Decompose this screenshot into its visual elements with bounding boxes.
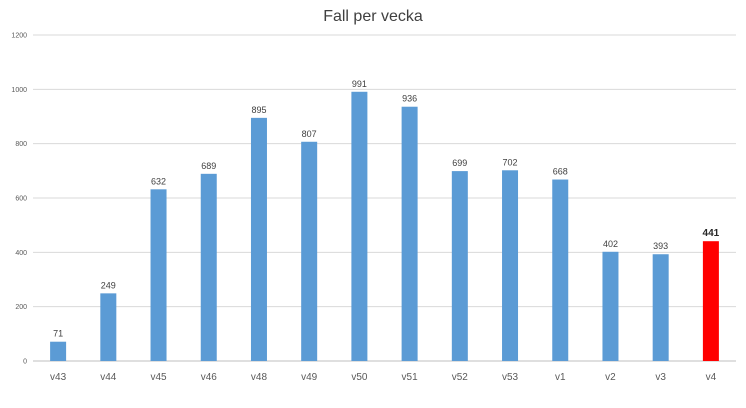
bar xyxy=(351,91,368,362)
x-tick-label: v49 xyxy=(301,372,318,383)
y-tick-label: 400 xyxy=(15,250,27,257)
bar xyxy=(200,173,217,361)
x-tick-label: v2 xyxy=(605,372,616,383)
x-tick-label: v3 xyxy=(655,372,666,383)
x-tick-label: v51 xyxy=(402,372,419,383)
data-label: 71 xyxy=(53,329,63,339)
bar xyxy=(451,171,468,361)
y-tick-label: 1200 xyxy=(11,33,27,40)
data-label: 632 xyxy=(151,176,166,186)
x-tick-label: v45 xyxy=(150,372,167,383)
data-label: 807 xyxy=(302,129,317,139)
data-label: 936 xyxy=(402,94,417,104)
x-axis-ticks: v43 v44 v45 v46 v48 v49 v50 v51 v52 v53 v1 v2 v3 v4 xyxy=(50,372,717,383)
bar xyxy=(301,141,318,361)
x-tick-label: v50 xyxy=(351,372,368,383)
bar xyxy=(502,170,519,361)
y-tick-label: 800 xyxy=(15,141,27,148)
data-label: 402 xyxy=(603,239,618,249)
x-tick-label: v46 xyxy=(201,372,218,383)
bar xyxy=(602,251,619,361)
bar xyxy=(150,189,167,361)
data-label: 441 xyxy=(703,228,720,239)
x-tick-label: v53 xyxy=(502,372,519,383)
bar xyxy=(401,106,418,361)
y-tick-label: 200 xyxy=(15,304,27,311)
y-tick-label: 600 xyxy=(15,196,27,203)
gridlines xyxy=(33,34,736,362)
x-tick-label: v1 xyxy=(555,372,566,383)
data-label: 393 xyxy=(653,241,668,251)
chart-title: Fall per vecka xyxy=(323,8,423,25)
data-label: 689 xyxy=(201,161,216,171)
data-label: 702 xyxy=(503,157,518,167)
bar xyxy=(250,117,267,361)
x-tick-label: v43 xyxy=(50,372,67,383)
y-axis-ticks: 0 200 400 600 800 1000 1200 xyxy=(11,33,27,366)
bar xyxy=(100,293,117,361)
data-labels: 71 249 632 689 895 807 991 936 699 702 668 402 393 44… xyxy=(53,79,720,339)
x-tick-label: v52 xyxy=(452,372,469,383)
data-label: 699 xyxy=(452,158,467,168)
x-tick-label: v48 xyxy=(251,372,268,383)
x-tick-label: v44 xyxy=(100,372,117,383)
data-label: 249 xyxy=(101,280,116,290)
data-label: 895 xyxy=(251,105,266,115)
bars xyxy=(50,91,719,362)
bar-highlight xyxy=(702,241,719,361)
bar xyxy=(552,179,569,361)
data-label: 668 xyxy=(553,167,568,177)
bar xyxy=(652,254,669,361)
x-tick-label: v4 xyxy=(706,372,717,383)
data-label: 991 xyxy=(352,79,367,89)
y-tick-label: 1000 xyxy=(11,87,27,94)
y-tick-label: 0 xyxy=(23,359,27,366)
bar xyxy=(50,341,67,361)
